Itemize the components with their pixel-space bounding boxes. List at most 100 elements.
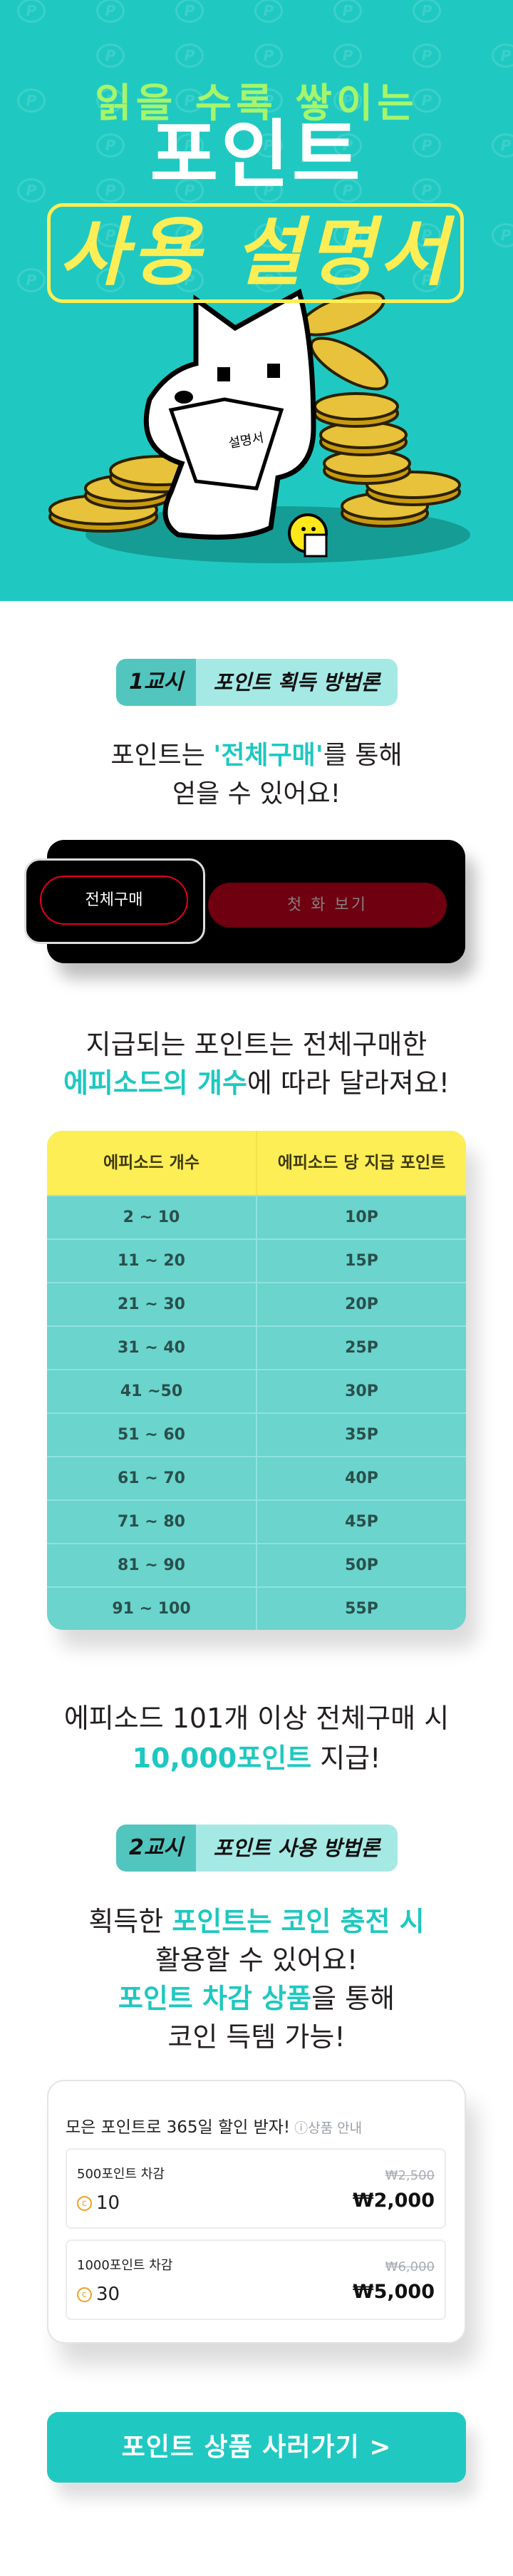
line3-highlight: 포인트 차감 상품 — [118, 1983, 312, 2014]
p-coin-icon: P — [96, 0, 125, 23]
table-row: 71 ~ 80 45P — [47, 1499, 466, 1543]
episode-range: 31 ~ 40 — [47, 1327, 257, 1369]
episode-range: 41 ~50 — [47, 1370, 257, 1412]
p-coin-icon: P — [413, 268, 441, 292]
p-coin-icon: P — [254, 43, 283, 68]
p-coin-icon: P — [175, 43, 204, 68]
first-episode-button[interactable]: 첫 화 보기 — [208, 883, 447, 928]
episode-range: 91 ~ 100 — [47, 1588, 257, 1630]
episode-range: 51 ~ 60 — [47, 1414, 257, 1456]
item-name: 1000포인트 차감 — [77, 2258, 173, 2273]
table-row: 31 ~ 40 25P — [47, 1325, 466, 1369]
p-coin-icon: P — [254, 268, 283, 292]
episode-range: 21 ~ 30 — [47, 1283, 257, 1325]
p-coin-icon: P — [96, 223, 125, 247]
item-price: ₩5,000 — [352, 2281, 435, 2303]
p-coin-icon: P — [17, 88, 46, 113]
desc-text: 를 통해 — [323, 741, 403, 770]
points-table: 에피소드 개수 에피소드 당 지급 포인트 2 ~ 10 10P 11 ~ 20 15… — [47, 1131, 466, 1630]
badge-number: 1교시 — [116, 659, 196, 706]
table-row: 11 ~ 20 15P — [47, 1238, 466, 1282]
p-coin-icon: P — [333, 88, 362, 113]
table-intro: 지급되는 포인트는 전체구매한 에피소드의 개수에 따라 달라져요! — [0, 1025, 513, 1102]
episode-range: 2 ~ 10 — [47, 1196, 257, 1238]
episode-range: 61 ~ 70 — [47, 1457, 257, 1499]
coin-icon: c — [77, 2195, 92, 2211]
badge-number: 2교시 — [116, 1825, 196, 1872]
section1-description: 포인트는 '전체구매'를 통해 얻을 수 있어요! — [0, 737, 513, 814]
p-coin-icon: P — [96, 268, 125, 292]
line4: 코인 득템 가능! — [167, 2021, 346, 2053]
p-coin-icon: P — [413, 43, 441, 68]
p-coin-icon: P — [17, 0, 46, 23]
points-value: 40P — [345, 1469, 378, 1487]
p-coin-icon: P — [413, 223, 441, 247]
item-coins: 10 — [96, 2192, 120, 2214]
section2-badge: 2교시 포인트 사용 방법론 — [116, 1825, 398, 1872]
p-coin-icon: P — [175, 88, 204, 113]
section1-badge: 1교시 포인트 획득 방법론 — [116, 659, 398, 706]
bonus-text: 에피소드 101개 이상 전체구매 시 10,000포인트 지급! — [0, 1698, 513, 1778]
p-coin-icon: P — [333, 133, 362, 158]
table-row: 21 ~ 30 20P — [47, 1282, 466, 1325]
table-row: 81 ~ 90 50P — [47, 1543, 466, 1586]
line1-pre: 획득한 — [88, 1906, 172, 1937]
table-intro-post: 에 따라 달라져요! — [247, 1067, 450, 1099]
p-coin-icon: P — [175, 0, 204, 23]
p-coin-icon: P — [96, 178, 125, 202]
cat-character: 설명서 — [143, 288, 316, 540]
table-row: 2 ~ 10 10P — [47, 1195, 466, 1238]
coin-icon: c — [77, 2287, 92, 2302]
table-row: 91 ~ 100 55P — [47, 1586, 466, 1630]
p-coin-icon: P — [96, 88, 125, 113]
product-info-link[interactable]: ⓘ상품 안내 — [294, 2120, 363, 2136]
character-illustration: 설명서 — [48, 288, 470, 563]
p-coin-icon: P — [254, 133, 283, 158]
buy-point-products-button[interactable]: 포인트 상품 사러가기 > — [47, 2412, 466, 2483]
p-coin-icon: P — [333, 223, 362, 247]
bonus-line1: 에피소드 101개 이상 전체구매 시 — [63, 1703, 450, 1734]
episode-range: 71 ~ 80 — [47, 1501, 257, 1543]
hero-boxed-title: 사용 설명서 — [47, 203, 464, 303]
shop-title-text: 모은 포인트로 365일 할인 받자! — [66, 2118, 291, 2137]
episode-range: 81 ~ 90 — [47, 1544, 257, 1586]
full-purchase-button[interactable]: 전체구매 — [40, 876, 188, 925]
desc-line2: 얻을 수 있어요! — [172, 779, 341, 809]
points-value: 15P — [345, 1252, 378, 1270]
desc-highlight: '전체구매' — [213, 741, 323, 770]
p-coin-icon: P — [254, 178, 283, 202]
hero-subtitle: 읽을 수록 쌓이는 — [95, 81, 418, 127]
p-coin-icon: P — [175, 223, 204, 247]
chick-character — [288, 513, 328, 558]
p-coin-icon: P — [333, 43, 362, 68]
p-coin-icon: P — [413, 0, 441, 23]
p-coin-icon: P — [175, 133, 204, 158]
hero-title: 포인트 — [150, 111, 363, 198]
points-value: 10P — [345, 1209, 378, 1226]
item-price: ₩2,000 — [352, 2190, 435, 2212]
points-value: 30P — [345, 1382, 378, 1400]
p-coin-icon: P — [492, 43, 513, 68]
desc-text: 포인트는 — [110, 741, 214, 770]
p-coin-icon: P — [254, 223, 283, 247]
points-value: 20P — [345, 1295, 378, 1313]
badge-text: 포인트 사용 방법론 — [196, 1825, 398, 1872]
shop-item[interactable]: 1000포인트 차감 c 30 ₩6,000 ₩5,000 — [66, 2239, 446, 2320]
points-value: 55P — [345, 1600, 378, 1618]
p-coin-icon: P — [413, 88, 441, 113]
p-coin-icon: P — [254, 88, 283, 113]
table-row: 41 ~50 30P — [47, 1369, 466, 1412]
bonus-post: 지급! — [311, 1743, 381, 1774]
table-row: 61 ~ 70 40P — [47, 1456, 466, 1499]
p-coin-icon: P — [17, 268, 46, 292]
header-points: 에피소드 당 지급 포인트 — [277, 1154, 446, 1172]
p-coin-icon: P — [96, 133, 125, 158]
item-coins: 30 — [96, 2284, 120, 2305]
item-name: 500포인트 차감 — [77, 2167, 165, 2182]
p-coin-icon: P — [175, 178, 204, 202]
p-coin-icon: P — [413, 178, 441, 202]
shop-item[interactable]: 500포인트 차감 c 10 ₩2,500 ₩2,000 — [66, 2148, 446, 2229]
episode-range: 11 ~ 20 — [47, 1240, 257, 1282]
points-value: 25P — [345, 1339, 378, 1357]
